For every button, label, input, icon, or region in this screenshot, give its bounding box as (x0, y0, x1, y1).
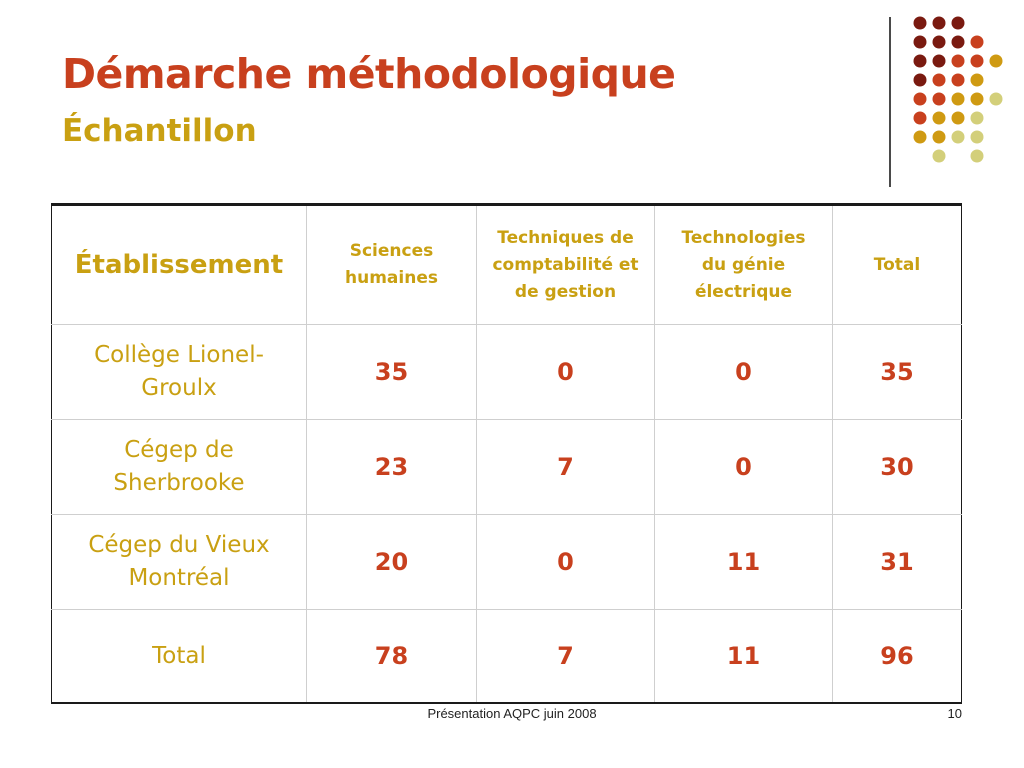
row-name-total: Total (51, 609, 307, 704)
table-row: Cégep du Vieux Montréal 20 0 11 31 (51, 514, 962, 610)
cell-total: 96 (832, 609, 962, 704)
header-sciences-humaines: Sciences humaines (306, 203, 477, 325)
row-name: Cégep du Vieux Montréal (51, 514, 307, 610)
cell-sciences-humaines: 23 (306, 419, 477, 515)
cell-technologies-genie: 0 (654, 324, 833, 420)
decorative-dot (932, 73, 946, 87)
cell-techniques-comptabilite: 7 (476, 419, 655, 515)
decorative-dot (932, 130, 946, 144)
decorative-dot (932, 16, 946, 30)
cell-technologies-genie: 11 (654, 514, 833, 610)
decorative-dot (913, 111, 927, 125)
decorative-dot (951, 73, 965, 87)
decorative-dot (913, 92, 927, 106)
decorative-dot (951, 92, 965, 106)
row-name: Collège Lionel-Groulx (51, 324, 307, 420)
decorative-dot (951, 111, 965, 125)
decorative-dot (932, 54, 946, 68)
decorative-dot (970, 149, 984, 163)
cell-sciences-humaines: 35 (306, 324, 477, 420)
decorative-dot (951, 130, 965, 144)
decorative-dot (970, 111, 984, 125)
header-technologies-genie: Technologies du génie électrique (654, 203, 833, 325)
table-row: Collège Lionel-Groulx 35 0 0 35 (51, 324, 962, 420)
decorative-dot (989, 92, 1003, 106)
cell-total: 30 (832, 419, 962, 515)
header-establishment: Établissement (51, 203, 307, 325)
slide-subtitle: Échantillon (62, 113, 257, 149)
cell-total: 31 (832, 514, 962, 610)
decorative-dot (932, 149, 946, 163)
decorative-dot (970, 92, 984, 106)
cell-technologies-genie: 0 (654, 419, 833, 515)
decorative-dot (989, 54, 1003, 68)
header-total: Total (832, 203, 962, 325)
decorative-dot (913, 54, 927, 68)
decorative-dot (951, 16, 965, 30)
cell-techniques-comptabilite: 0 (476, 514, 655, 610)
row-name: Cégep de Sherbrooke (51, 419, 307, 515)
decorative-dots (913, 16, 1003, 163)
table-header-row: Établissement Sciences humaines Techniqu… (51, 203, 962, 325)
decorative-dot (970, 35, 984, 49)
decorative-divider (889, 17, 891, 187)
cell-technologies-genie: 11 (654, 609, 833, 704)
decorative-dot (970, 130, 984, 144)
footer-title: Présentation AQPC juin 2008 (427, 706, 597, 721)
page-number: 10 (947, 706, 962, 721)
cell-techniques-comptabilite: 0 (476, 324, 655, 420)
decorative-dot (951, 54, 965, 68)
cell-sciences-humaines: 78 (306, 609, 477, 704)
decorative-dot (932, 92, 946, 106)
slide-title: Démarche méthodologique (62, 50, 676, 98)
cell-total: 35 (832, 324, 962, 420)
decorative-dot (932, 111, 946, 125)
sample-table: Établissement Sciences humaines Techniqu… (51, 203, 962, 704)
decorative-dot (913, 130, 927, 144)
decorative-dot (913, 73, 927, 87)
decorative-dot (932, 35, 946, 49)
decorative-dot (951, 35, 965, 49)
cell-sciences-humaines: 20 (306, 514, 477, 610)
table-total-row: Total 78 7 11 96 (51, 609, 962, 704)
decorative-dot (913, 35, 927, 49)
decorative-dot (970, 54, 984, 68)
decorative-dot (970, 73, 984, 87)
table-row: Cégep de Sherbrooke 23 7 0 30 (51, 419, 962, 515)
cell-techniques-comptabilite: 7 (476, 609, 655, 704)
decorative-dot (913, 16, 927, 30)
header-techniques-comptabilite: Techniques de comptabilité et de gestion (476, 203, 655, 325)
